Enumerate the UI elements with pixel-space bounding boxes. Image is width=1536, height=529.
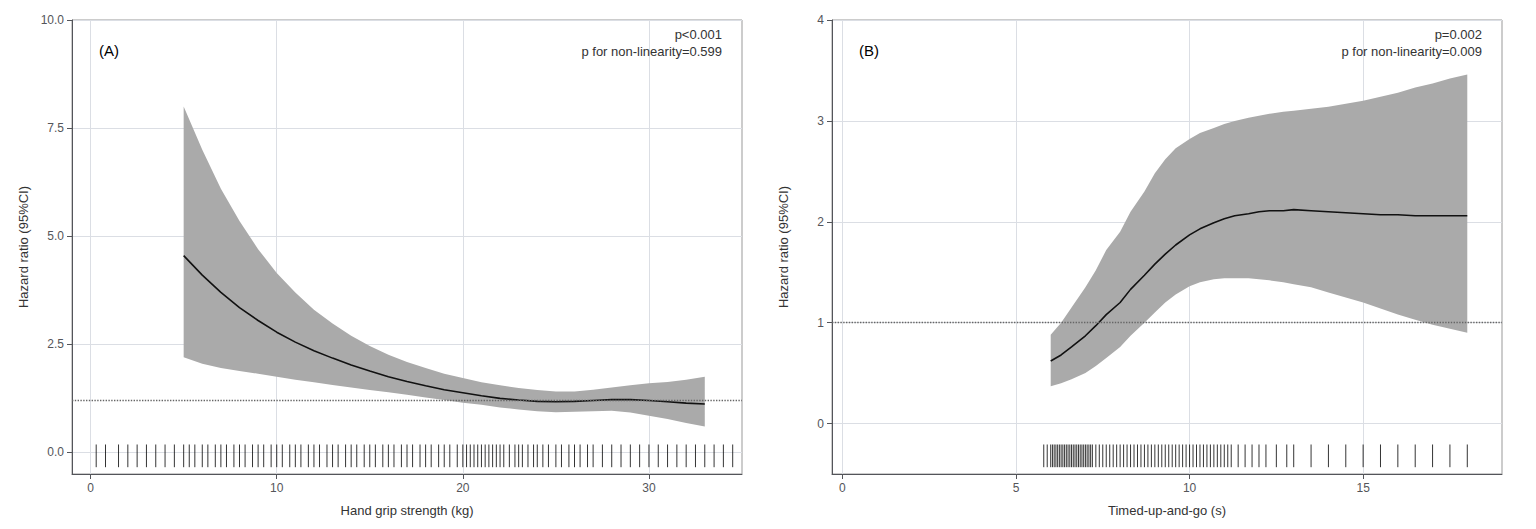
- svg-text:30: 30: [642, 481, 656, 495]
- svg-text:4: 4: [817, 13, 824, 27]
- svg-text:10.0: 10.0: [41, 13, 65, 27]
- svg-text:p for non-linearity=0.599: p for non-linearity=0.599: [581, 44, 722, 59]
- svg-text:Hazard ratio (95%CI): Hazard ratio (95%CI): [16, 186, 31, 308]
- svg-text:0: 0: [87, 481, 94, 495]
- svg-text:0.0: 0.0: [47, 445, 64, 459]
- svg-text:20: 20: [456, 481, 470, 495]
- svg-text:2: 2: [817, 215, 824, 229]
- svg-text:1: 1: [817, 316, 824, 330]
- svg-text:Hand grip strength (kg): Hand grip strength (kg): [341, 503, 474, 518]
- svg-text:5: 5: [1013, 481, 1020, 495]
- svg-text:2.5: 2.5: [47, 337, 64, 351]
- svg-text:0: 0: [817, 417, 824, 431]
- svg-text:5.0: 5.0: [47, 229, 64, 243]
- svg-text:0: 0: [839, 481, 846, 495]
- svg-text:(A): (A): [99, 42, 119, 59]
- svg-text:10: 10: [270, 481, 284, 495]
- svg-text:(B): (B): [859, 42, 879, 59]
- svg-text:Timed-up-and-go (s): Timed-up-and-go (s): [1108, 503, 1226, 518]
- svg-text:7.5: 7.5: [47, 121, 64, 135]
- svg-text:p<0.001: p<0.001: [675, 27, 722, 42]
- svg-text:p for non-linearity=0.009: p for non-linearity=0.009: [1341, 44, 1482, 59]
- svg-text:Hazard ratio (95%CI): Hazard ratio (95%CI): [776, 186, 791, 308]
- svg-text:15: 15: [1356, 481, 1370, 495]
- svg-text:3: 3: [817, 114, 824, 128]
- svg-text:10: 10: [1183, 481, 1197, 495]
- svg-text:p=0.002: p=0.002: [1435, 27, 1482, 42]
